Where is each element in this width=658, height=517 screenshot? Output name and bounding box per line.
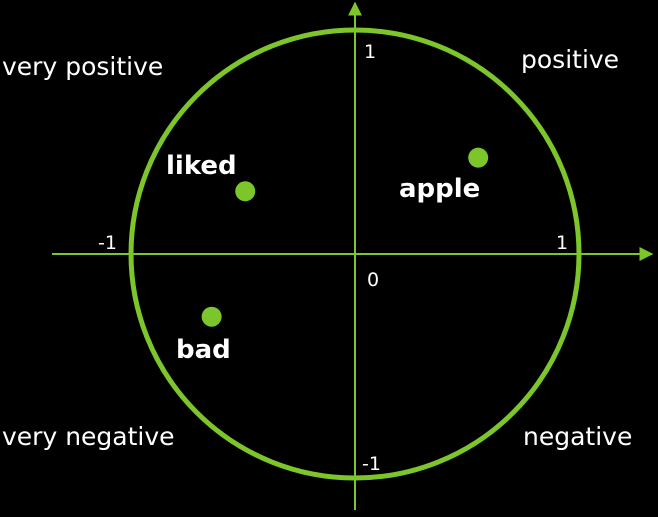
unit-circle — [128, 27, 582, 481]
point-liked: liked — [166, 151, 256, 202]
quadrant-label-bottom-left: very negative — [2, 422, 175, 451]
point-marker — [201, 306, 222, 327]
point-label: bad — [176, 335, 231, 365]
quadrant-label-bottom-right: negative — [523, 422, 632, 451]
tick-label-y-neg: -1 — [362, 453, 381, 475]
tick-label-origin: 0 — [367, 269, 379, 291]
point-apple: apple — [399, 147, 489, 204]
point-label: liked — [166, 151, 237, 181]
point-bad: bad — [176, 306, 231, 365]
point-marker — [468, 147, 489, 168]
quadrant-label-top-right: positive — [521, 45, 619, 74]
tick-label-x-pos: 1 — [556, 232, 568, 254]
point-label: apple — [399, 174, 480, 204]
tick-label-y-pos: 1 — [364, 41, 376, 63]
tick-label-x-neg: -1 — [98, 232, 117, 254]
point-marker — [235, 181, 256, 202]
quadrant-label-top-left: very positive — [2, 52, 163, 81]
